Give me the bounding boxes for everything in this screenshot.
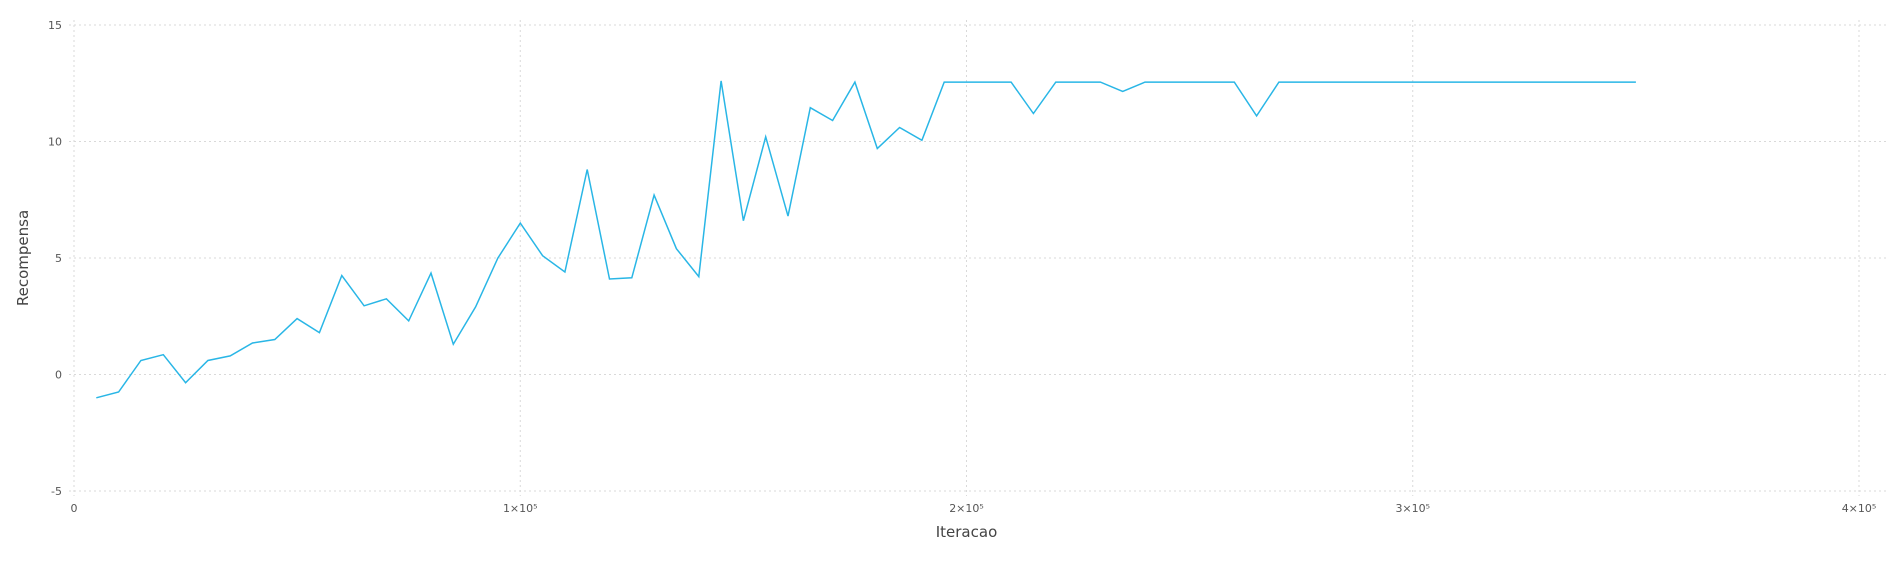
x-tick-label: 0	[71, 502, 78, 515]
y-tick-label: 0	[55, 369, 62, 382]
axis-ticks: 0 1×10⁵ 2×10⁵ 3×10⁵ 4×10⁵ -5 0 5 10 15	[48, 19, 1876, 515]
grid	[69, 20, 1889, 496]
series-line	[96, 80, 1636, 399]
y-axis-label: Recompensa	[14, 210, 32, 306]
y-tick-label: 5	[55, 252, 62, 265]
x-tick-label: 3×10⁵	[1395, 502, 1430, 515]
y-tick-label: 15	[48, 19, 62, 32]
series-layer	[96, 80, 1636, 399]
y-tick-label: -5	[51, 485, 62, 498]
x-tick-label: 1×10⁵	[503, 502, 538, 515]
x-tick-label: 2×10⁵	[949, 502, 984, 515]
x-axis-label: Iteracao	[936, 523, 998, 541]
x-tick-label: 4×10⁵	[1842, 502, 1877, 515]
y-tick-label: 10	[48, 136, 62, 149]
